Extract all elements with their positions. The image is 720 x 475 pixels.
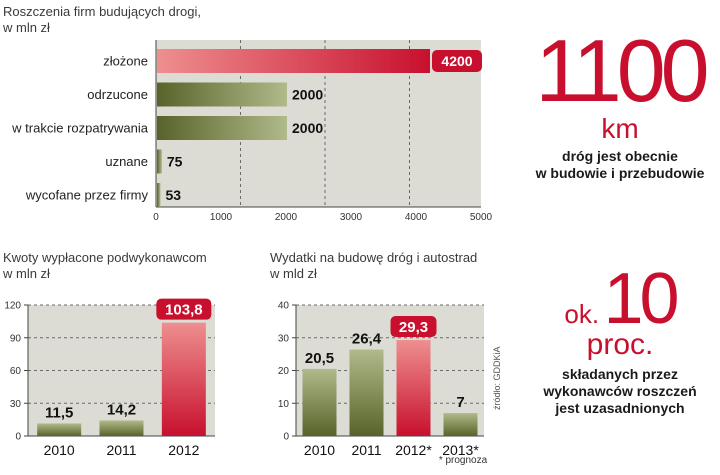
c2-tick-label: 60 bbox=[10, 366, 22, 377]
chart1-category-label: wycofane przez firmy bbox=[25, 188, 149, 203]
c3-tick-label: 10 bbox=[278, 399, 290, 410]
chart1-bar bbox=[157, 183, 161, 207]
chart1-category-label: złożone bbox=[103, 54, 148, 69]
c3-tick-label: 20 bbox=[278, 366, 290, 377]
stat-proc-prefix: ok. bbox=[564, 299, 600, 329]
c3-tick-label: 30 bbox=[278, 333, 290, 344]
c2-tick-label: 30 bbox=[10, 399, 22, 410]
chart2-subtitle: w mln zł bbox=[3, 266, 50, 281]
c3-bar bbox=[349, 349, 384, 436]
c3-bar bbox=[302, 368, 337, 436]
c2-bar bbox=[37, 423, 82, 436]
c3-category-label: 2011 bbox=[351, 442, 381, 458]
c2-value-label: 14,2 bbox=[107, 401, 136, 418]
chart1-tick-label: 3000 bbox=[340, 212, 363, 223]
c2-value-label: 11,5 bbox=[45, 404, 73, 421]
chart3-source: źródło: GDDKiA bbox=[492, 346, 502, 410]
c3-bar bbox=[396, 340, 431, 436]
c3-category-label: 2010 bbox=[304, 442, 335, 458]
chart1-category-label: w trakcie rozpatrywania bbox=[11, 121, 149, 136]
c2-bar bbox=[99, 420, 144, 436]
chart1-value-label: 75 bbox=[167, 154, 183, 170]
chart3-title: Wydatki na budowę dróg i autostrad bbox=[270, 250, 478, 265]
claims-bar-chart: 0 1000 2000 3000 4000 5000 złożone 4200 odrzucon… bbox=[11, 40, 493, 223]
c2-tick-label: 120 bbox=[4, 301, 21, 312]
c2-value-label: 103,8 bbox=[165, 302, 203, 319]
c3-value-label: 29,3 bbox=[399, 319, 428, 336]
stat-proc-number: 10 bbox=[603, 259, 680, 339]
c3-tick-label: 0 bbox=[283, 432, 289, 443]
c2-bar bbox=[161, 322, 206, 436]
c3-bar bbox=[443, 413, 478, 436]
c2-tick-label: 0 bbox=[15, 432, 21, 443]
c3-category-label: 2012* bbox=[395, 442, 432, 458]
chart1-bar bbox=[157, 49, 430, 73]
c2-category-label: 2011 bbox=[106, 442, 136, 458]
chart1-value-badge bbox=[432, 50, 482, 72]
c3-category-label: 2013* bbox=[442, 442, 479, 458]
chart1-tick-label: 4000 bbox=[405, 212, 428, 223]
stat-proc: ok. 10 proc. składanych przez wykonawców… bbox=[520, 262, 720, 417]
subcontractor-payments-chart: 0 30 60 90 120 2010 11,5 2011 14,2 2012 103,8 bbox=[4, 298, 215, 458]
chart1-category-label: uznane bbox=[105, 154, 148, 169]
chart1-tick-label: 0 bbox=[153, 212, 159, 223]
stat-proc-desc-1: składanych przez bbox=[562, 366, 678, 382]
chart1-tick-label: 2000 bbox=[275, 212, 298, 223]
chart1-tick-label: 5000 bbox=[470, 212, 493, 223]
chart1-value-label: 4200 bbox=[441, 53, 472, 69]
c2-category-label: 2010 bbox=[44, 442, 75, 458]
stat-km: 1100 km dróg jest obecnie w budowie i pr… bbox=[520, 21, 720, 182]
chart1-value-label: 2000 bbox=[292, 120, 323, 136]
chart1-category-label: odrzucone bbox=[87, 87, 148, 102]
stat-proc-unit: proc. bbox=[586, 328, 654, 361]
chart3-subtitle: w mld zł bbox=[270, 266, 317, 281]
c3-value-label: 20,5 bbox=[305, 350, 334, 367]
chart3-footnote: * prognoza bbox=[439, 455, 488, 466]
chart1-tick-label: 1000 bbox=[210, 212, 233, 223]
stat-km-number: 1100 bbox=[535, 21, 709, 120]
chart1-bar bbox=[157, 149, 162, 174]
chart1-value-label: 2000 bbox=[292, 87, 323, 103]
chart1-bar bbox=[157, 82, 287, 107]
c3-value-label: 7 bbox=[456, 394, 464, 411]
chart1-value-label: 53 bbox=[165, 187, 181, 203]
stat-km-desc-1: dróg jest obecnie bbox=[562, 148, 678, 164]
c2-tick-label: 90 bbox=[10, 333, 22, 344]
chart2-title: Kwoty wypłacone podwykonawcom bbox=[3, 250, 207, 265]
c2-category-label: 2012 bbox=[168, 442, 199, 458]
stat-proc-desc-3: jest uzasadnionych bbox=[555, 400, 685, 416]
chart1-subtitle: w mln zł bbox=[3, 20, 50, 35]
chart1-title: Roszczenia firm budujących drogi, bbox=[3, 4, 201, 19]
c3-value-label: 26,4 bbox=[352, 331, 382, 348]
c3-tick-label: 40 bbox=[278, 301, 290, 312]
stat-km-desc-2: w budowie i przebudowie bbox=[535, 165, 705, 181]
road-spending-chart: 0 10 20 30 40 2010 20,5 2011 26,4 2012* 29,3 2013* 7… bbox=[278, 301, 502, 467]
c3-value-badge bbox=[390, 316, 437, 338]
stat-km-unit: km bbox=[601, 113, 639, 144]
stat-proc-desc-2: wykonawców roszczeń bbox=[543, 383, 697, 399]
chart1-bar bbox=[157, 116, 287, 140]
c2-value-badge bbox=[156, 298, 212, 320]
